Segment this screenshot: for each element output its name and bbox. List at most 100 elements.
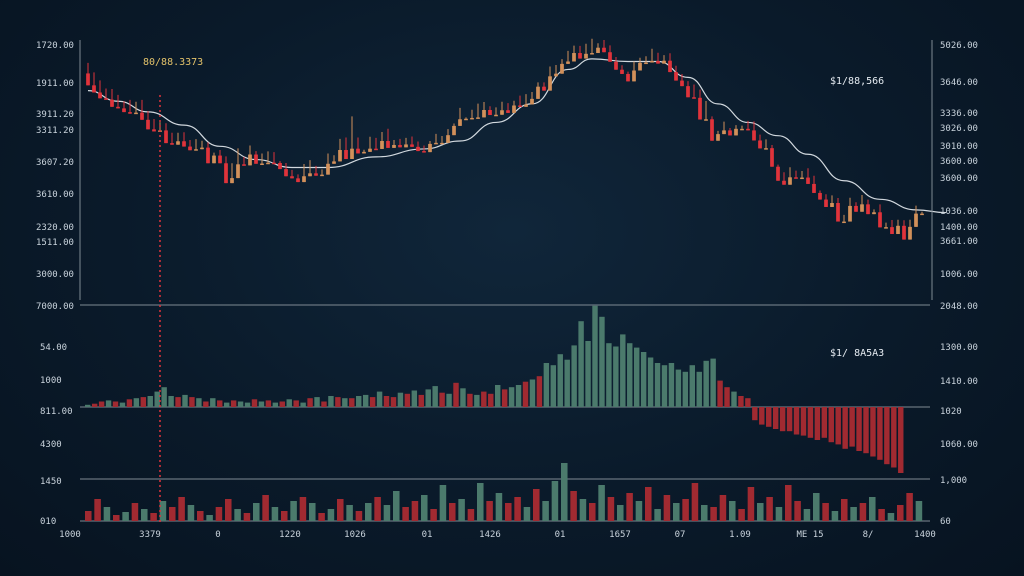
candle xyxy=(344,137,348,160)
left-osc-label: 1450 xyxy=(40,477,62,487)
x-axis-label: 07 xyxy=(675,530,686,540)
candle-body xyxy=(854,205,858,212)
candle xyxy=(434,133,438,145)
volume-bar xyxy=(647,357,654,407)
volume-bar xyxy=(210,398,216,407)
candle-body xyxy=(608,52,612,62)
volume2-bar xyxy=(187,505,195,521)
candle-body xyxy=(590,53,594,55)
volume-bar xyxy=(696,371,702,407)
volume2-bar xyxy=(598,485,605,521)
volume2-bar xyxy=(355,511,363,521)
volume-bar xyxy=(335,397,341,407)
volume-bar xyxy=(133,398,140,407)
left-price-label: 1911.00 xyxy=(36,79,74,89)
candle-body xyxy=(320,174,324,177)
volume2-bar xyxy=(505,503,512,521)
volume-bar xyxy=(223,402,230,407)
left-price-label: 3911.20 xyxy=(36,110,74,120)
candle-body xyxy=(746,128,750,131)
volume-bar xyxy=(668,363,675,407)
candle-body xyxy=(110,99,114,107)
volume-bar xyxy=(703,360,709,407)
volume-bar xyxy=(418,394,424,407)
volume-bar xyxy=(599,316,605,407)
candle xyxy=(296,174,300,183)
volume2-bar xyxy=(467,509,475,521)
candle xyxy=(800,170,804,180)
volume2-bar xyxy=(262,495,269,521)
volume2-bar xyxy=(813,493,820,521)
right-price-axis: 5026.00 3646.00 3336.00 3026.00 3010.00 3600.… xyxy=(931,40,978,527)
x-axis-label: 1657 xyxy=(609,530,631,540)
volume2-bar xyxy=(645,487,652,521)
volume-bar xyxy=(383,396,390,407)
candle-body xyxy=(344,150,348,160)
candle xyxy=(758,134,762,149)
candle-body xyxy=(260,163,264,166)
volume-bar xyxy=(411,390,418,407)
candle xyxy=(824,194,828,207)
volume-bar xyxy=(189,397,195,407)
candle xyxy=(398,138,402,148)
x-axis-label: 01 xyxy=(555,530,566,540)
candle-body xyxy=(416,146,420,152)
candle xyxy=(710,116,714,141)
volume-bar xyxy=(543,363,550,407)
candle-body xyxy=(212,155,216,164)
candle xyxy=(182,132,186,147)
candle-body xyxy=(314,173,318,176)
volume-bar xyxy=(863,407,869,454)
volume-bar xyxy=(606,343,612,407)
candle-body xyxy=(440,142,444,145)
candle xyxy=(752,121,756,141)
candle-body xyxy=(248,154,252,166)
volume-bar xyxy=(175,397,181,407)
volume-bar xyxy=(314,397,320,407)
volume2-bar xyxy=(850,507,857,521)
candle-body xyxy=(752,130,756,141)
volume2-bar xyxy=(365,503,372,521)
candle-body xyxy=(218,155,222,164)
volume2-bar xyxy=(747,487,755,521)
volume2-bar xyxy=(178,497,185,521)
volume2-bar xyxy=(122,512,129,521)
volume-bar xyxy=(515,385,522,407)
volume2-bar xyxy=(150,513,157,521)
x-axis-label: 1.09 xyxy=(729,530,751,540)
volume2-bar xyxy=(831,511,839,521)
candle-body xyxy=(890,227,894,235)
volume-bar xyxy=(633,347,640,407)
volume2-bar xyxy=(169,507,176,521)
volume2-bar xyxy=(663,495,671,521)
left-price-label: 3610.00 xyxy=(36,190,74,200)
volume-bar xyxy=(495,385,501,407)
volume-bar xyxy=(126,399,133,407)
volume-bar xyxy=(182,394,188,407)
volume2-bar xyxy=(579,499,587,521)
volume2-bar xyxy=(383,505,391,521)
candle-body xyxy=(728,130,732,136)
candle-body xyxy=(692,97,696,99)
volume2-bar xyxy=(794,501,801,521)
candle-body xyxy=(614,61,618,70)
candle-body xyxy=(350,148,354,160)
candle xyxy=(608,45,612,62)
volume2-bar xyxy=(841,499,848,521)
candle-body xyxy=(566,61,570,64)
volume2-bar xyxy=(729,501,736,521)
candle xyxy=(236,148,240,179)
left-price-label: 1720.00 xyxy=(36,41,74,51)
volume-bar xyxy=(474,394,480,407)
volume2-bar xyxy=(281,511,288,521)
volume-bar xyxy=(432,386,438,407)
right-price-label: 3600.00 xyxy=(940,174,978,184)
volume2-bar xyxy=(290,501,297,521)
candle xyxy=(230,163,234,184)
volume2-bar xyxy=(878,509,885,521)
candle xyxy=(278,161,282,170)
candle xyxy=(794,170,798,179)
candle xyxy=(524,94,528,107)
candle-body xyxy=(272,162,276,165)
right-panel-label: 2048.00 xyxy=(940,302,978,312)
